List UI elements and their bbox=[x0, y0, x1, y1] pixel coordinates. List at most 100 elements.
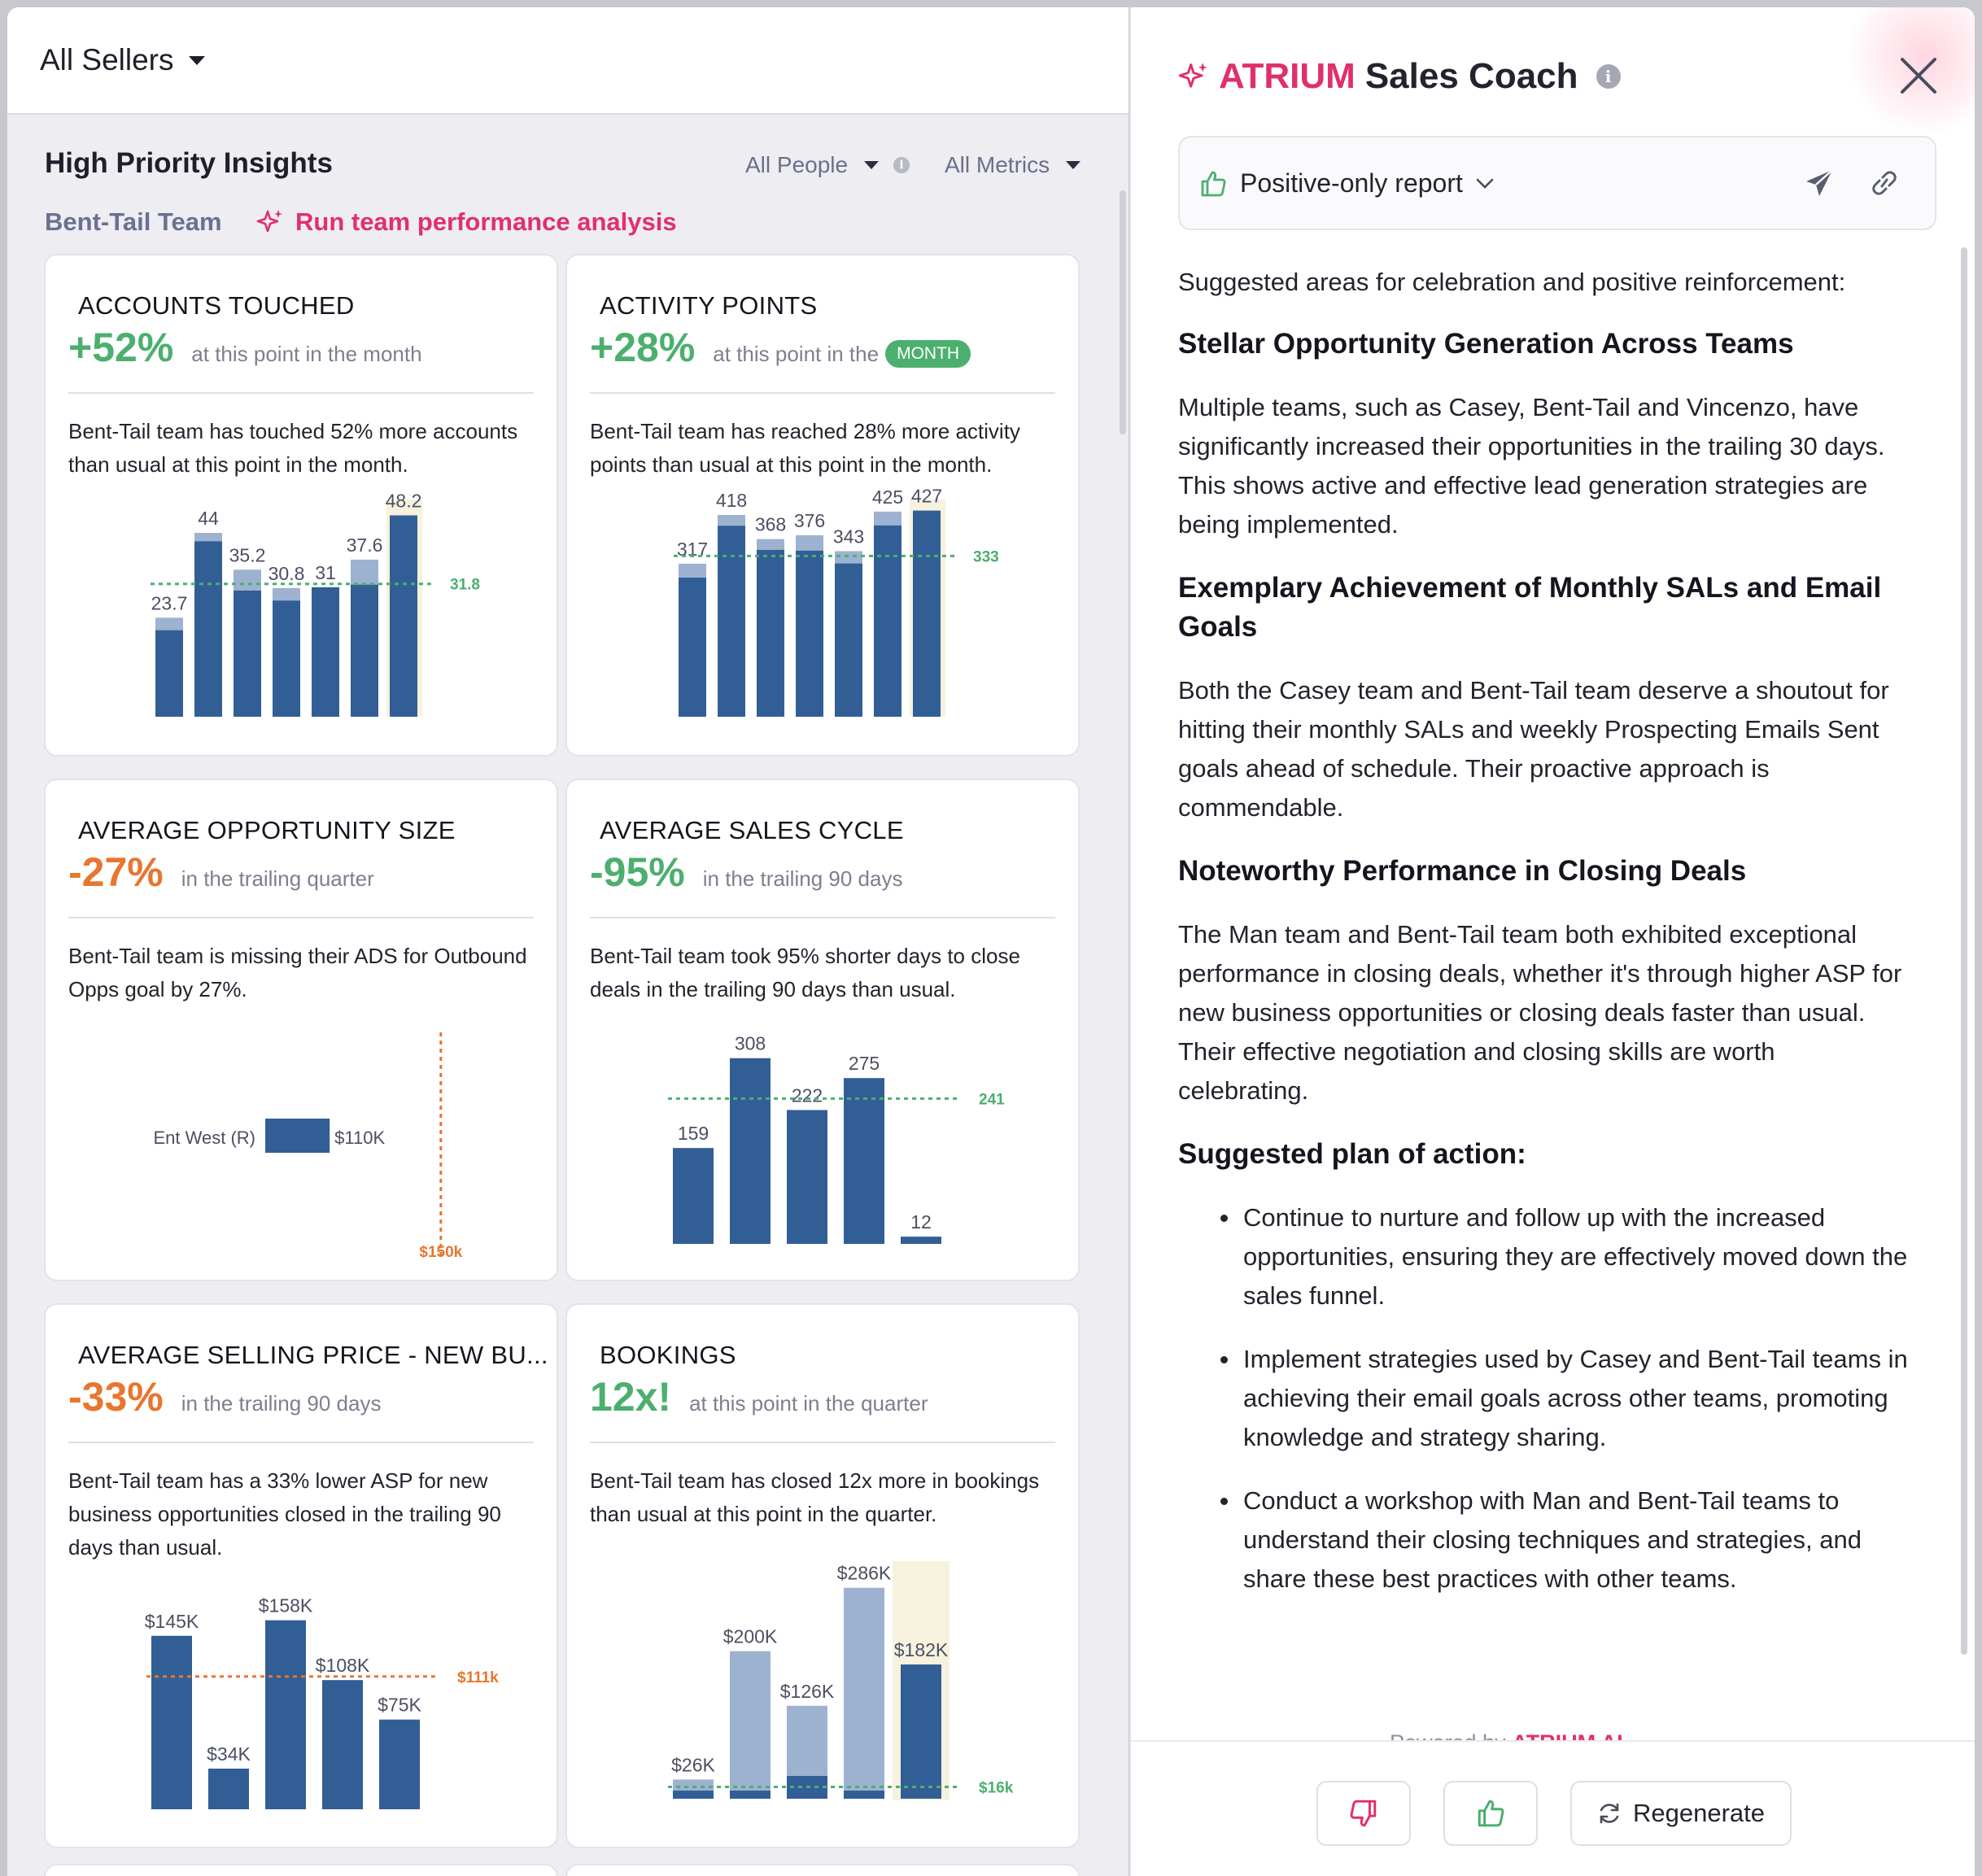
chart-bar bbox=[673, 1148, 714, 1244]
insight-card-avg-opportunity-size[interactable]: AVERAGE OPPORTUNITY SIZE -27% in the trail… bbox=[44, 779, 558, 1281]
left-header: All Sellers bbox=[7, 7, 1129, 115]
insight-card-avg-sales-cycle[interactable]: AVERAGE SALES CYCLE -95% in the trailing 9… bbox=[565, 779, 1080, 1281]
report-content: Suggested areas for celebration and posi… bbox=[1178, 266, 1910, 1599]
regenerate-button[interactable]: Regenerate bbox=[1570, 1781, 1792, 1846]
data-label: $34K bbox=[207, 1743, 251, 1765]
divider bbox=[590, 392, 1055, 394]
stat-context: at this point in the bbox=[713, 342, 880, 366]
scrollbar[interactable] bbox=[1120, 190, 1126, 434]
insight-card-accounts-touched[interactable]: ACCOUNTS TOUCHED +52% at this point in the… bbox=[44, 254, 558, 757]
chart-bar bbox=[265, 1620, 306, 1809]
card-description: Bent-Tail team took 95% shorter days to … bbox=[590, 944, 1020, 1001]
chart-bar bbox=[913, 510, 941, 717]
coach-title-text: Sales Coach bbox=[1364, 56, 1578, 96]
insight-chart: $26K $200K $126K $286K $182K $16k bbox=[668, 1561, 1014, 1800]
people-filter[interactable]: All People i bbox=[745, 152, 910, 178]
chart-bar bbox=[844, 1587, 884, 1799]
reference-label: 31.8 bbox=[450, 577, 480, 594]
data-label: 308 bbox=[735, 1033, 766, 1054]
section-title: High Priority Insights bbox=[45, 147, 333, 179]
data-label: 30.8 bbox=[268, 563, 305, 584]
run-analysis-button[interactable]: Run team performance analysis bbox=[256, 207, 677, 237]
card-stat: -27% in the trailing quarter bbox=[68, 849, 374, 896]
chart-bar bbox=[351, 584, 378, 717]
card-stat: +28% at this point in the MONTH bbox=[590, 324, 971, 371]
insight-chart: 159 308 222 275 12 241 bbox=[668, 1033, 1005, 1244]
thumbs-down-icon bbox=[1350, 1800, 1377, 1827]
data-label: $182K bbox=[894, 1639, 949, 1660]
chart-bar bbox=[151, 1635, 192, 1809]
data-label: 23.7 bbox=[151, 592, 188, 613]
plan-item: Implement strategies used by Casey and B… bbox=[1178, 1340, 1910, 1457]
report-type-dropdown[interactable]: Positive-only report bbox=[1199, 168, 1494, 199]
chart-bar bbox=[844, 1078, 884, 1244]
insight-card-activity-points[interactable]: ACTIVITY POINTS +28% at this point in the M… bbox=[565, 254, 1080, 757]
period-badge[interactable]: MONTH bbox=[885, 340, 971, 368]
insight-card-bookings[interactable]: BOOKINGS 12x! at this point in the quarter… bbox=[565, 1303, 1080, 1848]
scrollbar[interactable] bbox=[1961, 247, 1967, 1655]
chart-bar bbox=[273, 600, 300, 717]
data-label: 343 bbox=[833, 526, 864, 547]
sparkle-icon bbox=[1178, 63, 1207, 88]
reference-label: 241 bbox=[979, 1091, 1005, 1108]
caret-down-icon bbox=[1066, 161, 1081, 169]
seller-dropdown[interactable]: All Sellers bbox=[40, 43, 205, 77]
report-heading: Noteworthy Performance in Closing Deals bbox=[1178, 855, 1747, 887]
run-analysis-label: Run team performance analysis bbox=[295, 207, 677, 236]
thumbs-up-button[interactable] bbox=[1443, 1781, 1538, 1846]
info-icon[interactable]: i bbox=[893, 157, 910, 173]
card-title: ACTIVITY POINTS bbox=[600, 291, 818, 320]
stat-change: -27% bbox=[68, 849, 164, 895]
report-paragraph: Both the Casey team and Bent-Tail team d… bbox=[1178, 676, 1889, 822]
chart-bar bbox=[787, 1110, 827, 1244]
people-filter-label: All People bbox=[745, 152, 849, 177]
thumbs-up-icon bbox=[1201, 171, 1226, 196]
data-label: $26K bbox=[671, 1754, 715, 1775]
card-description: Bent-Tail team has closed 12x more in bo… bbox=[590, 1468, 1040, 1526]
chart-bar bbox=[194, 541, 222, 717]
data-label: 31 bbox=[315, 562, 336, 583]
stat-change: +28% bbox=[590, 325, 696, 370]
team-label: Bent-Tail Team bbox=[45, 207, 222, 236]
stat-change: +52% bbox=[68, 325, 174, 370]
insight-card-partial[interactable] bbox=[565, 1864, 1080, 1876]
insight-card-partial[interactable] bbox=[44, 1864, 558, 1876]
data-label: $110K bbox=[334, 1128, 385, 1148]
stat-context: in the trailing 90 days bbox=[181, 1391, 382, 1416]
data-label: 418 bbox=[716, 490, 747, 511]
link-icon[interactable] bbox=[1868, 168, 1901, 198]
data-label: 12 bbox=[910, 1211, 932, 1232]
data-label: $108K bbox=[316, 1655, 370, 1676]
send-icon[interactable] bbox=[1803, 167, 1836, 199]
divider bbox=[590, 917, 1055, 918]
feedback-footer: Regenerate bbox=[1131, 1740, 1975, 1876]
chart-bar bbox=[901, 1237, 941, 1244]
chart-bar bbox=[322, 1680, 363, 1809]
chart-bar bbox=[757, 549, 784, 717]
divider bbox=[590, 1442, 1055, 1443]
sparkle-icon bbox=[256, 210, 282, 233]
insight-chart: $145K $34K $158K $108K $75K $111k bbox=[145, 1595, 499, 1809]
report-toolbar: Positive-only report bbox=[1178, 136, 1936, 230]
card-description: Bent-Tail team is missing their ADS for … bbox=[68, 944, 527, 1001]
sales-coach-panel: ATRIUM Sales Coach i Positive-only repor… bbox=[1129, 7, 1975, 1876]
thumbs-down-button[interactable] bbox=[1316, 1781, 1411, 1846]
data-label: 376 bbox=[794, 510, 825, 531]
data-label: 425 bbox=[872, 486, 903, 508]
close-icon[interactable] bbox=[1896, 53, 1941, 98]
report-paragraph: Multiple teams, such as Casey, Bent-Tail… bbox=[1178, 393, 1885, 539]
insights-panel: All Sellers High Priority Insights All P… bbox=[7, 7, 1129, 1876]
card-description: Bent-Tail team has touched 52% more acco… bbox=[68, 419, 518, 477]
insight-card-avg-selling-price[interactable]: AVERAGE SELLING PRICE - NEW BU... -33% in … bbox=[44, 1303, 558, 1848]
stat-context: at this point in the month bbox=[191, 342, 422, 366]
data-label: $286K bbox=[837, 1563, 892, 1584]
plan-list: Continue to nurture and follow up with t… bbox=[1178, 1198, 1910, 1599]
metrics-filter[interactable]: All Metrics bbox=[945, 152, 1081, 178]
data-label: 35.2 bbox=[229, 544, 266, 565]
caret-down-icon bbox=[188, 55, 205, 65]
chart-bar bbox=[208, 1769, 249, 1809]
data-label: $158K bbox=[259, 1595, 313, 1616]
card-stat: +52% at this point in the month bbox=[68, 324, 422, 371]
info-icon[interactable]: i bbox=[1596, 64, 1621, 89]
